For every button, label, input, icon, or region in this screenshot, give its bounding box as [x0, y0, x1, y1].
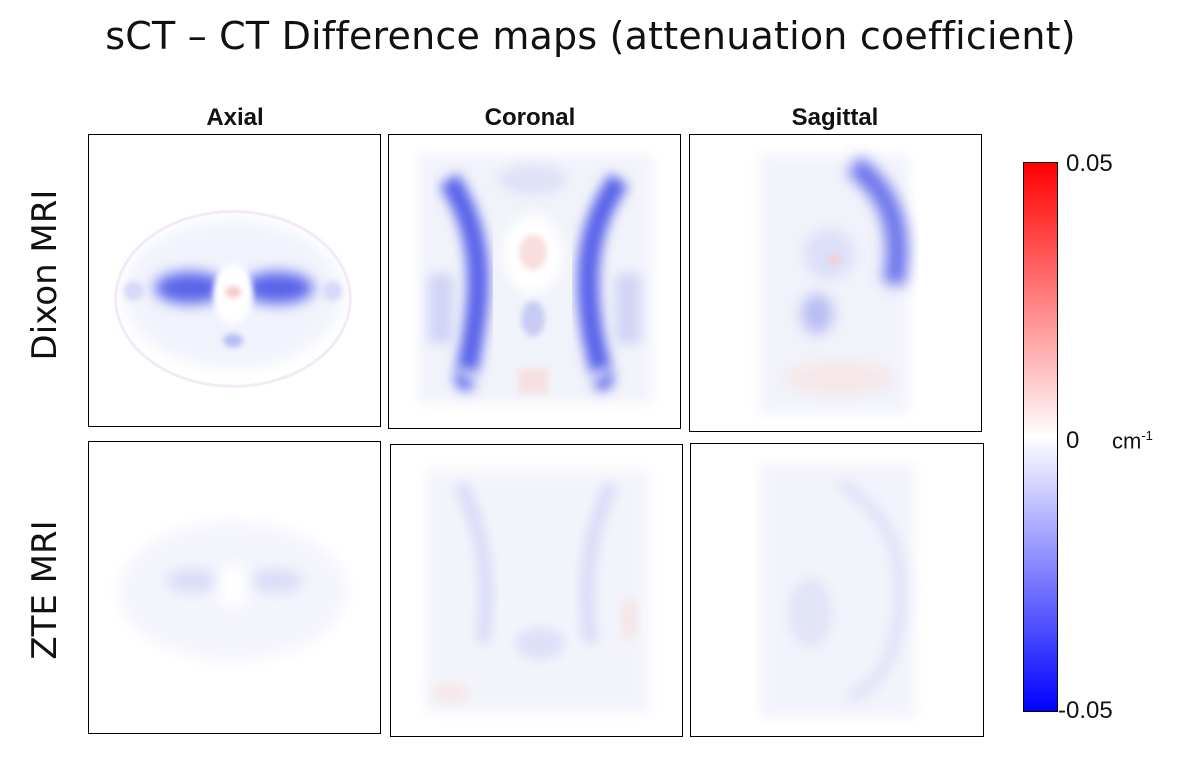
panel-zte-sagittal — [690, 443, 984, 737]
row-label-dixon: Dixon MRI — [25, 189, 65, 361]
difference-map-zte-sagittal — [760, 463, 915, 718]
colorbar-mid-label: 0 — [1066, 427, 1080, 454]
panel-dixon-coronal — [388, 134, 681, 429]
panel-zte-coronal — [390, 444, 683, 737]
row-label-zte: ZTE MRI — [25, 520, 65, 660]
figure-title: sCT – CT Difference maps (attenuation co… — [105, 14, 1076, 58]
difference-map-dixon-axial — [114, 209, 352, 388]
colorbar-max-label: 0.05 — [1066, 150, 1113, 177]
unit-exponent: -1 — [1141, 428, 1153, 443]
difference-map-zte-coronal — [425, 469, 650, 714]
column-label-axial: Axial — [206, 104, 264, 131]
colorbar-min-label: -0.05 — [1058, 697, 1113, 724]
difference-map-zte-axial — [118, 521, 348, 661]
column-label-sagittal: Sagittal — [791, 104, 879, 131]
panel-zte-axial — [88, 441, 381, 734]
unit-base: cm — [1112, 428, 1142, 454]
column-label-coronal: Coronal — [484, 104, 576, 131]
colorbar-unit: cm-1 — [1112, 428, 1153, 454]
panel-dixon-sagittal — [689, 134, 982, 432]
difference-map-dixon-coronal — [418, 154, 653, 404]
panel-dixon-axial — [88, 134, 381, 427]
colorbar — [1023, 162, 1058, 712]
difference-map-dixon-sagittal — [759, 154, 909, 414]
